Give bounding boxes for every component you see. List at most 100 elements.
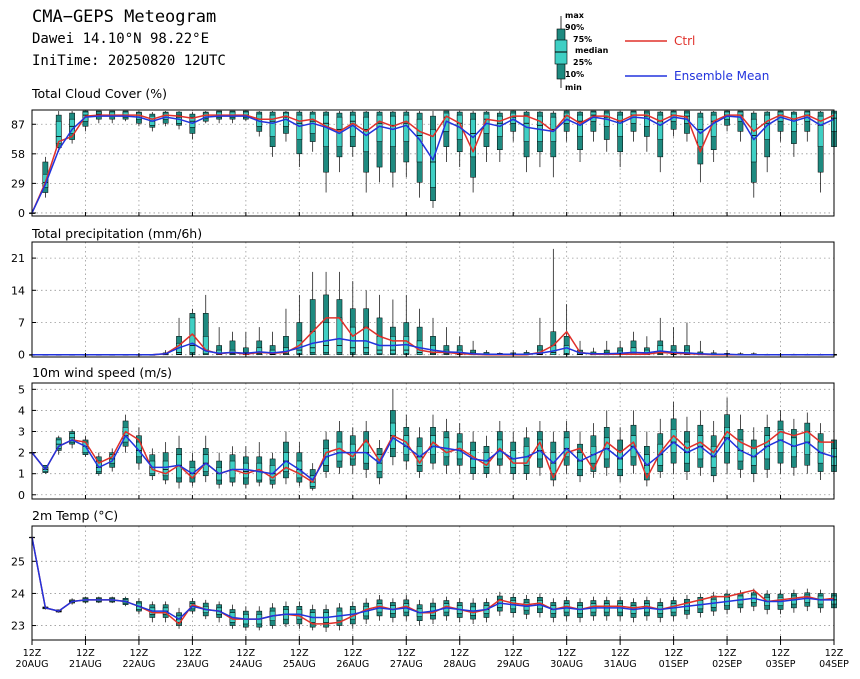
x-tick-label-date: 27AUG — [390, 659, 423, 670]
box-25-75 — [443, 437, 450, 458]
y-tick-label: 23 — [11, 620, 25, 633]
legend-box-label: 10% — [565, 70, 584, 79]
x-tick-label-date: 30AUG — [550, 659, 583, 670]
ensemble-mean-line — [31, 115, 835, 214]
box-25-75 — [510, 112, 517, 124]
x-tick-label-date: 29AUG — [497, 659, 530, 670]
panel-title: 2m Temp (°C) — [32, 508, 118, 523]
x-tick-label-date: 28AUG — [443, 659, 476, 670]
box-10-90 — [309, 299, 316, 355]
meteogram-header: CMA−GEPS Meteogram Dawei 14.10°N 98.22°E… — [32, 6, 226, 72]
x-tick-label-date: 26AUG — [336, 659, 369, 670]
x-tick-label-hour: 12Z — [718, 648, 737, 659]
box-25-75 — [657, 345, 664, 355]
x-tick-label-date: 01SEP — [659, 659, 689, 670]
y-tick-label: 2 — [18, 447, 25, 460]
x-tick-label-hour: 12Z — [504, 648, 523, 659]
x-tick-label-date: 03SEP — [766, 659, 796, 670]
ctrl-line — [31, 537, 835, 625]
panel-frame — [31, 525, 835, 641]
y-tick-label: 24 — [11, 587, 25, 600]
box-25-75 — [162, 460, 169, 477]
x-tick-label-hour: 12Z — [183, 648, 202, 659]
ensemble-mean-line — [31, 434, 835, 481]
box-25-75 — [202, 336, 209, 355]
box-25-75 — [309, 331, 316, 353]
x-tick-label-hour: 12Z — [130, 648, 149, 659]
ensemble-mean-line — [31, 537, 834, 620]
y-tick-label: 58 — [11, 148, 25, 161]
x-tick-label-date: 25AUG — [283, 659, 316, 670]
x-tick-label-hour: 12Z — [557, 648, 576, 659]
panel-title: Total precipitation (mm/6h) — [31, 226, 202, 241]
y-tick-label: 25 — [11, 555, 25, 568]
box-25-75 — [349, 326, 356, 353]
panel-frame — [31, 382, 835, 500]
y-tick-label: 87 — [11, 118, 25, 131]
box-25-75 — [403, 114, 410, 142]
legend-ctrl-label: Ctrl — [674, 34, 695, 48]
x-tick-label-hour: 12Z — [397, 648, 416, 659]
legend-box-label: 75% — [573, 35, 592, 44]
init-time: IniTime: 20250820 12UTC — [32, 53, 226, 69]
ctrl-line — [31, 114, 835, 214]
box-25-75 — [523, 114, 530, 142]
box-10-90 — [202, 313, 209, 355]
legend-box-label: median — [575, 46, 609, 55]
box-25-75 — [750, 118, 757, 163]
x-tick-label-date: 20AUG — [16, 659, 49, 670]
box-25-75 — [416, 446, 423, 466]
y-tick-label: 7 — [18, 317, 25, 330]
panel-frame — [31, 241, 835, 358]
y-tick-label: 0 — [18, 489, 25, 502]
x-tick-label-hour: 12Z — [771, 648, 790, 659]
box-25-75 — [349, 443, 356, 460]
x-tick-label-date: 04SEP — [819, 659, 849, 670]
x-tick-label-date: 21AUG — [69, 659, 102, 670]
box-25-75 — [563, 437, 570, 458]
ensemble-mean-line — [32, 337, 834, 356]
box-25-75 — [323, 322, 329, 353]
legend-box-label: max — [565, 11, 585, 20]
meteogram-title: CMA−GEPS Meteogram — [32, 7, 217, 27]
y-tick-label: 3 — [18, 426, 25, 439]
box-25-75 — [670, 429, 677, 453]
y-tick-label: 0 — [18, 349, 25, 362]
y-tick-label: 4 — [18, 404, 25, 417]
y-tick-label: 14 — [11, 284, 25, 297]
x-tick-label-date: 22AUG — [122, 659, 155, 670]
y-tick-label: 29 — [11, 177, 25, 190]
legend-mean-label: Ensemble Mean — [674, 69, 769, 83]
box-25-75 — [617, 450, 623, 470]
x-tick-label-date: 02SEP — [712, 659, 742, 670]
x-tick-label-date: 31AUG — [604, 659, 637, 670]
box-25-75 — [296, 114, 303, 140]
x-tick-label-date: 23AUG — [176, 659, 209, 670]
box-25-75 — [122, 427, 129, 443]
x-tick-label-hour: 12Z — [664, 648, 683, 659]
station-location: Dawei 14.10°N 98.22°E — [32, 31, 210, 47]
box-25-75 — [617, 114, 623, 137]
y-tick-label: 21 — [11, 252, 25, 265]
ctrl-line — [31, 430, 834, 483]
x-tick-label-hour: 12Z — [343, 648, 362, 659]
box-25-75 — [336, 317, 343, 353]
x-tick-label-hour: 12Z — [825, 648, 844, 659]
x-tick-label-date: 24AUG — [229, 659, 262, 670]
box-25-75 — [764, 435, 771, 460]
box-25-75 — [817, 115, 824, 147]
panel-title: Total Cloud Cover (%) — [31, 86, 167, 101]
y-tick-label: 0 — [18, 207, 25, 220]
x-tick-label-hour: 12Z — [450, 648, 469, 659]
legend-box-label: min — [565, 83, 582, 92]
box-25-75 — [363, 326, 370, 353]
box-25-75 — [390, 115, 396, 147]
legend-box-label: 25% — [573, 58, 592, 67]
panel-title: 10m wind speed (m/s) — [32, 365, 172, 380]
box-25-75 — [657, 114, 664, 140]
box-25-75 — [269, 114, 276, 137]
box-25-75 — [323, 114, 329, 147]
box-25-75 — [791, 113, 797, 132]
